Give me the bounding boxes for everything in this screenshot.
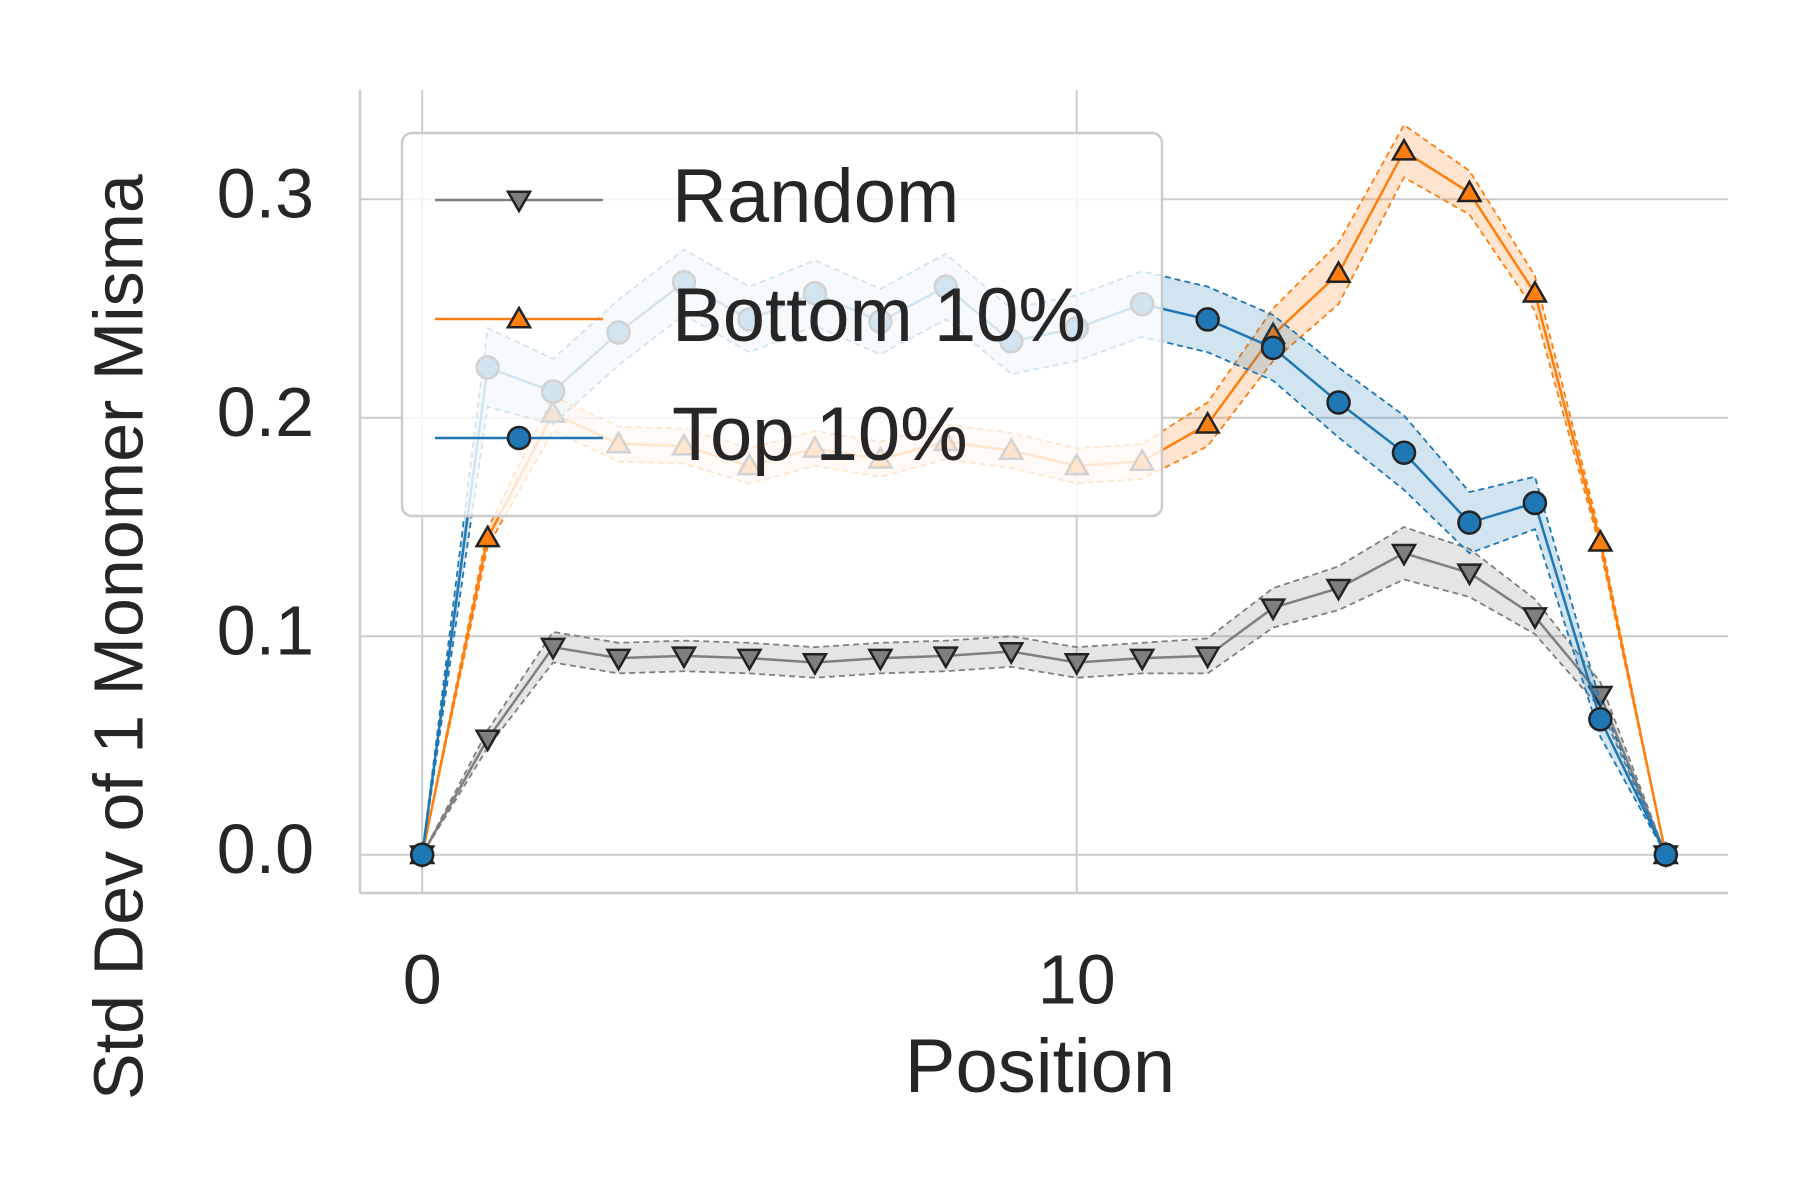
- point: [1522, 490, 1548, 516]
- point: [1456, 563, 1483, 587]
- point: [474, 729, 501, 753]
- x-tick-label: 0: [403, 940, 442, 1018]
- point: [409, 842, 435, 868]
- series-line: [421, 551, 1667, 856]
- point: [1325, 260, 1352, 284]
- band-edge: [421, 526, 1667, 856]
- point: [998, 642, 1025, 666]
- point: [801, 652, 829, 676]
- x-axis-label: Position: [905, 1024, 1175, 1109]
- point: [1521, 607, 1549, 631]
- point: [1588, 707, 1613, 732]
- point: [1195, 307, 1220, 332]
- point: [1129, 648, 1156, 672]
- point: [1521, 279, 1549, 303]
- legend-marker: [505, 305, 533, 329]
- point: [1194, 410, 1221, 434]
- point: [1457, 510, 1482, 535]
- legend-label: Random: [672, 154, 959, 239]
- point: [1456, 179, 1483, 203]
- y-tick-label: 0.0: [217, 810, 314, 888]
- point: [1653, 842, 1679, 868]
- legend: Random Bottom 10% Top 10%: [400, 131, 1164, 518]
- point: [1390, 137, 1418, 161]
- point: [1260, 335, 1286, 361]
- point: [539, 637, 567, 661]
- band-edge: [421, 578, 1667, 856]
- point: [932, 646, 959, 670]
- y-axis-label: Std Dev of 1 Monomer Misma: [79, 174, 157, 1100]
- point: [1194, 646, 1221, 670]
- legend-label: Bottom 10%: [672, 273, 1086, 358]
- point: [867, 648, 894, 672]
- point: [1259, 598, 1287, 622]
- legend-marker: [505, 190, 533, 214]
- error-band: [422, 249, 1666, 855]
- point: [1325, 578, 1352, 602]
- legend-box: [400, 131, 1164, 518]
- point: [1063, 652, 1090, 676]
- point: [1326, 390, 1351, 415]
- x-tick-label: 10: [1038, 940, 1116, 1018]
- y-tick-label: 0.3: [217, 155, 314, 233]
- point: [1390, 543, 1418, 567]
- point: [1391, 440, 1417, 465]
- point: [474, 524, 501, 548]
- y-tick-label: 0.2: [217, 373, 314, 451]
- legend-label: Top 10%: [672, 392, 968, 477]
- point: [605, 648, 632, 672]
- point: [736, 648, 763, 672]
- y-tick-label: 0.1: [217, 592, 314, 670]
- point: [670, 646, 698, 670]
- point: [1587, 528, 1614, 552]
- point: [1587, 685, 1614, 709]
- legend-marker: [506, 425, 532, 451]
